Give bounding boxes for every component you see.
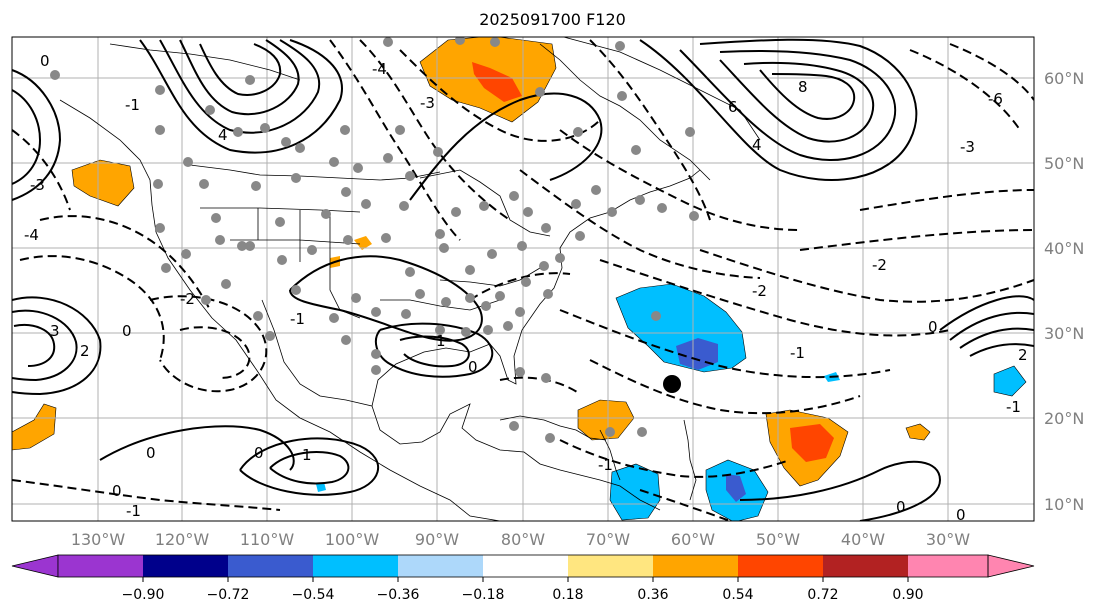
colorbar-segment xyxy=(228,555,313,577)
contour-label: 0 xyxy=(112,482,122,500)
longitude-labels: 130°W 120°W 110°W 100°W 90°W 80°W 70°W 6… xyxy=(71,530,970,549)
contour-label: 0 xyxy=(928,318,938,336)
contour-label: -4 xyxy=(24,226,39,244)
contour-label: -2 xyxy=(180,290,195,308)
colorbar-tick-label: 0.18 xyxy=(552,587,583,603)
colorbar-segment xyxy=(398,555,483,577)
shaded-anomalies xyxy=(12,37,1027,521)
lon-label: 90°W xyxy=(415,530,459,549)
contour-label: 8 xyxy=(798,78,808,96)
colorbar-tick-label: −0.54 xyxy=(292,587,335,603)
lon-label: 60°W xyxy=(671,530,715,549)
contour-label: 3 xyxy=(50,322,60,340)
coastlines xyxy=(59,37,761,521)
lat-label: 30°N xyxy=(1044,324,1084,343)
lon-label: 40°W xyxy=(841,530,885,549)
contour-label: 0 xyxy=(254,444,264,462)
colorbar-segment xyxy=(58,555,143,577)
colorbar-segment xyxy=(11,554,59,578)
colorbar-segment xyxy=(823,555,908,577)
contour-label: -4 xyxy=(372,60,387,78)
colorbar-segment xyxy=(653,555,738,577)
contour-label: -3 xyxy=(960,138,975,156)
colorbar-segment xyxy=(987,554,1035,578)
contour-label: -1 xyxy=(290,310,305,328)
colorbar-tick-label: −0.72 xyxy=(207,587,250,603)
contour-label: -1 xyxy=(1006,398,1021,416)
lat-label: 50°N xyxy=(1044,154,1084,173)
lon-label: 120°W xyxy=(155,530,210,549)
lon-label: 80°W xyxy=(501,530,545,549)
contour-label: 2 xyxy=(80,342,90,360)
lon-label: 70°W xyxy=(586,530,630,549)
colorbar-segment xyxy=(313,555,398,577)
latitude-labels: 60°N 50°N 40°N 30°N 20°N 10°N xyxy=(1044,69,1084,514)
positive-contours xyxy=(12,38,1034,521)
contour-label: 4 xyxy=(752,136,762,154)
colorbar-segment xyxy=(143,555,228,577)
lat-label: 40°N xyxy=(1044,239,1084,258)
contour-label: 0 xyxy=(146,444,156,462)
contour-label: 1 xyxy=(302,446,312,464)
storm-position-marker xyxy=(663,375,681,393)
lon-label: 50°W xyxy=(756,530,800,549)
colorbar: −0.90 −0.72 −0.54 −0.36 −0.18 0.18 0.36 … xyxy=(11,554,1035,603)
colorbar-tick-label: −0.18 xyxy=(462,587,505,603)
colorbar-tick-label: −0.90 xyxy=(122,587,165,603)
contour-label: -2 xyxy=(752,282,767,300)
contour-label: -3 xyxy=(30,176,45,194)
colorbar-tick-label: −0.36 xyxy=(377,587,420,603)
contour-label: 0 xyxy=(122,322,132,340)
lat-label: 10°N xyxy=(1044,495,1084,514)
contour-labels: 0 -1 -3 -4 4 -4 -3 8 6 4 -6 -3 -2 -2 -1 … xyxy=(24,52,1028,524)
contour-label: -6 xyxy=(988,90,1003,108)
contour-label: 4 xyxy=(218,126,228,144)
colorbar-tick-label: 0.36 xyxy=(637,587,668,603)
station-markers xyxy=(50,37,699,443)
lon-label: 30°W xyxy=(926,530,970,549)
contour-label: 0 xyxy=(468,358,478,376)
contour-label: -1 xyxy=(598,456,613,474)
colorbar-segment xyxy=(738,555,823,577)
colorbar-tick-label: 0.90 xyxy=(892,587,923,603)
contour-label: -1 xyxy=(790,344,805,362)
contour-label: -2 xyxy=(872,256,887,274)
lon-label: 110°W xyxy=(240,530,295,549)
contour-label: 0 xyxy=(896,498,906,516)
map-title: 2025091700 F120 xyxy=(479,10,626,29)
contour-label: 2 xyxy=(1018,346,1028,364)
colorbar-segment xyxy=(908,555,988,577)
colorbar-segment xyxy=(568,555,653,577)
contour-label: 1 xyxy=(436,332,446,350)
colorbar-tick-label: 0.54 xyxy=(722,587,753,603)
map-frame xyxy=(11,36,1035,522)
contour-label: -3 xyxy=(420,94,435,112)
contour-label: 0 xyxy=(40,52,50,70)
lon-label: 130°W xyxy=(71,530,126,549)
colorbar-tick-label: 0.72 xyxy=(807,587,838,603)
contour-label: 6 xyxy=(728,98,738,116)
lat-label: 20°N xyxy=(1044,409,1084,428)
contour-label: 0 xyxy=(956,506,966,524)
contour-label: -1 xyxy=(126,502,141,520)
colorbar-segment xyxy=(483,555,568,577)
lon-label: 100°W xyxy=(325,530,380,549)
lat-label: 60°N xyxy=(1044,69,1084,88)
contour-label: -1 xyxy=(125,96,140,114)
